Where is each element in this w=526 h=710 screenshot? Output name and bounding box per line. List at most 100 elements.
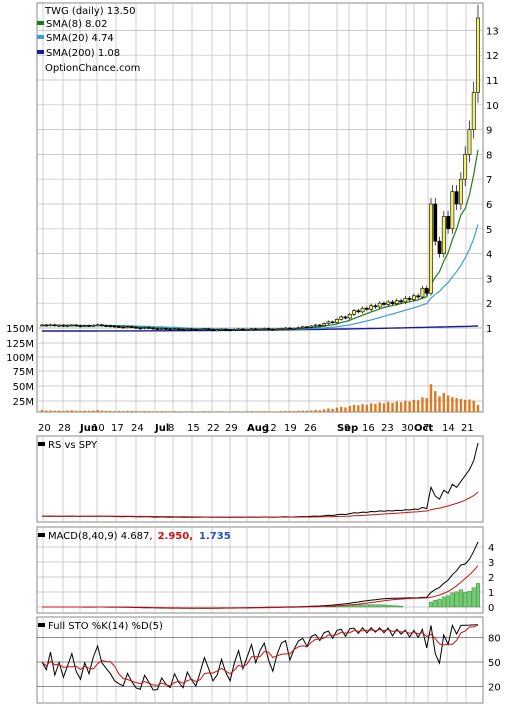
candle-body	[117, 326, 121, 328]
panel-frame-sto	[36, 616, 484, 704]
volume-bar	[241, 411, 245, 412]
volume-bar	[117, 410, 121, 412]
candle-body	[292, 327, 297, 330]
source-label: OptionChance.com	[45, 63, 140, 74]
volume-bar	[387, 401, 390, 412]
price-tick-label: 8	[486, 150, 492, 161]
volume-bar	[399, 402, 403, 412]
candle-body	[330, 321, 335, 324]
candle-body	[52, 324, 57, 327]
candle-body	[95, 324, 100, 327]
sto-tick-label: 80	[488, 633, 501, 644]
macd-histogram-bar	[360, 604, 365, 608]
macd-histogram-bar	[373, 604, 378, 608]
candle-body	[159, 328, 164, 330]
candle-body	[459, 178, 463, 205]
candle-body	[70, 324, 74, 327]
x-tick-label: 20	[38, 423, 51, 434]
legend-label-sma200: SMA(200) 1.08	[46, 48, 120, 59]
volume-bar	[228, 411, 232, 412]
candle-body	[288, 327, 292, 330]
series-line-macd-signal	[42, 565, 479, 609]
candle-body	[228, 329, 232, 332]
candle-body	[206, 328, 211, 331]
volume-bar	[335, 407, 339, 412]
candle-body	[322, 323, 327, 326]
x-tick-label: Jun	[79, 423, 98, 434]
x-tick-label: 19	[284, 423, 297, 434]
price-tick-label: 3	[486, 274, 492, 285]
volume-bar	[455, 398, 458, 412]
candle-body	[245, 328, 250, 331]
candle-body	[369, 305, 374, 310]
candle-body	[176, 328, 181, 331]
volume-bar	[425, 398, 428, 412]
volume-tick-label: 150M	[6, 324, 34, 335]
volume-bar	[451, 397, 454, 412]
volume-bar	[104, 410, 108, 412]
volume-bar	[66, 410, 69, 412]
candle-body	[202, 328, 207, 331]
macd-histogram-bar	[467, 591, 472, 608]
candle-body	[446, 216, 450, 230]
series-line-rs-avg	[41, 491, 479, 518]
volume-bar	[53, 410, 57, 412]
volume-bar	[233, 411, 236, 412]
volume-bar	[203, 411, 206, 412]
price-tick-label: 11	[486, 76, 499, 87]
macd-histogram-bar	[347, 605, 352, 608]
candle-body	[433, 203, 438, 242]
candle-body	[356, 310, 361, 313]
volume-bar	[83, 410, 86, 412]
candle-body	[279, 328, 284, 330]
volume-bar	[284, 410, 287, 412]
candle-body	[467, 129, 472, 155]
volume-bar	[429, 384, 433, 412]
legend-label-sma8: SMA(8) 8.02	[46, 19, 107, 30]
rs-legend: RS vs SPY	[38, 440, 98, 451]
series-line-sma20	[41, 224, 479, 330]
candle-body	[74, 324, 79, 327]
candle-body	[283, 327, 288, 330]
candle-body	[386, 301, 391, 305]
volume-bar	[318, 410, 322, 412]
candle-body	[249, 328, 254, 331]
candle-body	[296, 327, 301, 329]
candle-body	[146, 327, 151, 329]
sto-legend-swatch	[38, 623, 45, 627]
candle-body	[403, 297, 408, 303]
volume-bar	[297, 410, 300, 412]
candle-body	[82, 325, 87, 327]
candle-body	[138, 327, 143, 330]
legend-entry-sma200: SMA(200) 1.08	[37, 48, 120, 59]
volume-bar	[348, 405, 351, 412]
legend-entry-sma20: SMA(20) 4.74	[37, 33, 114, 44]
volume-bar	[442, 392, 446, 412]
x-tick-label: 17	[111, 423, 124, 434]
chart-title: TWG (daily) 13.50	[44, 6, 135, 17]
candle-body	[104, 325, 109, 327]
candle-body	[476, 17, 480, 93]
macd-histogram-bar	[390, 605, 395, 608]
candle-body	[172, 328, 177, 331]
candle-body	[65, 325, 70, 327]
volume-bar	[173, 411, 176, 412]
volume-bar	[216, 411, 219, 412]
volume-bar	[151, 411, 155, 412]
macd-title-main: MACD(8,40,9) 4.687,	[48, 531, 153, 542]
candle-body	[407, 297, 412, 300]
candle-body	[61, 324, 66, 327]
volume-bar	[164, 411, 168, 412]
volume-bar	[408, 401, 411, 412]
volume-bar	[79, 410, 82, 412]
candle-body	[454, 191, 459, 205]
volume-bar	[275, 411, 279, 412]
macd-histogram-bar	[356, 604, 361, 608]
candle-body	[390, 301, 395, 304]
price-tick-label: 10	[486, 101, 499, 112]
x-tick-label: 12	[264, 423, 277, 434]
volume-bar	[340, 406, 343, 412]
x-tick-label: Sep	[337, 423, 358, 434]
